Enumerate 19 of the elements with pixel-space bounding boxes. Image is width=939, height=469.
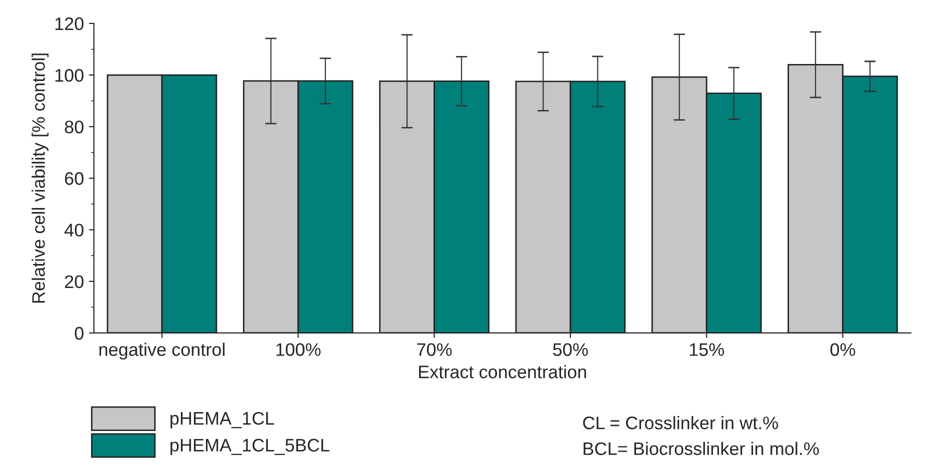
y-tick-label: 60	[65, 172, 84, 185]
x-axis-title: Extract concentration	[419, 365, 586, 378]
y-axis-title: Relative cell viability [% control]	[32, 54, 48, 303]
x-tick-label: 70%	[417, 343, 452, 356]
x-tick-label: 100%	[276, 343, 321, 356]
x-tick-label: 0%	[830, 343, 856, 356]
legend-label: pHEMA_1CL	[170, 412, 274, 428]
y-tick-label: 100	[55, 68, 84, 82]
text: BCL= Biocrosslinker in mol.%	[584, 442, 819, 456]
x-tick-label: 15%	[690, 343, 724, 356]
y-tick-label: 20	[65, 275, 84, 288]
text: CL = Crosslinker in wt.%	[583, 416, 778, 430]
x-tick-label: 50%	[553, 343, 588, 356]
legend-label: pHEMA_1CL_5BCL	[170, 438, 330, 456]
y-tick-label: 120	[55, 17, 84, 30]
y-tick-label: 40	[64, 224, 84, 237]
y-tick-label: 0	[74, 326, 84, 340]
y-tick-label: 80	[64, 120, 84, 134]
x-tick-label: negative control	[99, 342, 225, 360]
